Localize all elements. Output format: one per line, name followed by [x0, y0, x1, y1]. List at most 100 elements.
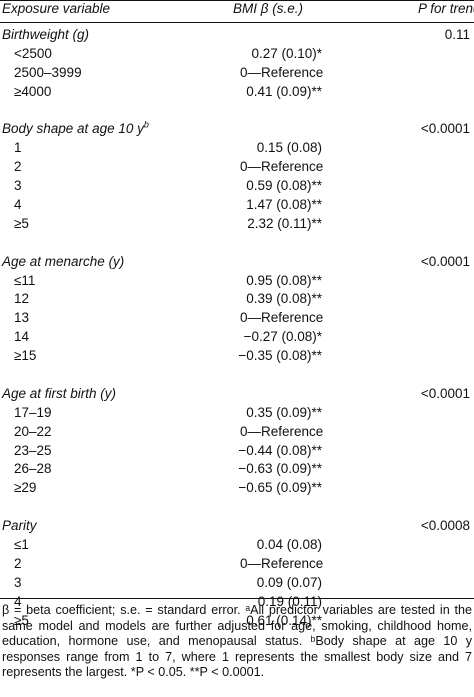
category-label: 3 [14, 178, 22, 194]
table-row: 13 0—Reference [0, 310, 474, 329]
bmi-beta-value: −0.65 (0.09)** [238, 480, 322, 496]
category-label: 26–28 [14, 461, 52, 477]
table-header: Exposure variable BMI β (s.e.) P for tre… [0, 0, 474, 22]
bmi-beta-value: 0.35 (0.09)** [246, 404, 322, 420]
section-header-row: Birthweight (g) 0.11 [0, 27, 474, 46]
section-title-superscript: b [143, 119, 149, 130]
bmi-beta-value: 0.15 (0.08) [256, 140, 322, 156]
table-footnote: β = beta coefficient; s.e. = standard er… [2, 603, 472, 680]
table-top-rule [0, 0, 474, 1]
table-row: ≤11 0.95 (0.08)** [0, 273, 474, 292]
header-exposure: Exposure variable [2, 1, 111, 16]
bmi-beta-value: 0.95 (0.08)** [246, 272, 322, 288]
table-body: Birthweight (g) 0.11 <2500 0.27 (0.10)* 2500… [0, 27, 474, 632]
table-row: 4 1.47 (0.08)** [0, 197, 474, 216]
header-trend: P for trend [418, 1, 474, 16]
category-label: 17–19 [14, 404, 52, 420]
bmi-beta-value: 0.27 (0.10)* [251, 45, 322, 61]
table-row: 26–28 −0.63 (0.09)** [0, 461, 474, 480]
p-for-trend-value: 0.11 [444, 27, 470, 42]
category-label: ≥4000 [14, 83, 52, 99]
table-bottom-rule [0, 598, 474, 599]
section-title: Parity [2, 518, 37, 533]
table-row: 2 0—Reference [0, 556, 474, 575]
table-row: 2500–3999 0—Reference [0, 65, 474, 84]
category-label: <2500 [14, 45, 52, 61]
section-title: Age at first birth (y) [2, 386, 116, 401]
bmi-beta-value: −0.63 (0.09)** [238, 461, 322, 477]
p-for-trend-value: <0.0001 [420, 121, 470, 137]
table-row: ≥15 −0.35 (0.08)** [0, 348, 474, 367]
category-label: 4 [14, 593, 22, 609]
category-label: 23–25 [14, 442, 52, 458]
table-row: ≥5 2.32 (0.11)** [0, 216, 474, 235]
header-bmi: BMI β (s.e.) [233, 1, 303, 16]
reference-value: 0—Reference [240, 310, 324, 326]
section-spacer [0, 103, 474, 122]
section-title-text: Parity [2, 518, 37, 534]
category-label: ≤1 [14, 537, 29, 553]
section-spacer [0, 235, 474, 254]
bmi-beta-value: 0.41 (0.09)** [246, 83, 322, 99]
section-title-text: Age at first birth (y) [2, 385, 117, 401]
section-title-text: Age at menarche (y) [2, 253, 125, 269]
table-row: 20–22 0—Reference [0, 424, 474, 443]
table-row: <2500 0.27 (0.10)* [0, 46, 474, 65]
category-label: ≥5 [14, 215, 29, 231]
category-label: ≥15 [14, 348, 37, 364]
bmi-beta-value: 0.61 (0.14)** [246, 612, 322, 628]
section-header-row: Parity <0.0008 [0, 518, 474, 537]
table-row: 23–25 −0.44 (0.08)** [0, 443, 474, 462]
bmi-beta-value: 0.59 (0.08)** [246, 178, 322, 194]
bmi-beta-value: −0.44 (0.08)** [238, 442, 322, 458]
bmi-beta-value: −0.35 (0.08)** [238, 348, 322, 364]
reference-value: 0—Reference [240, 64, 324, 80]
category-label: ≥5 [14, 612, 29, 628]
section-header-row: Age at first birth (y) <0.0001 [0, 386, 474, 405]
reference-value: 0—Reference [240, 159, 324, 175]
table-row: ≥29 −0.65 (0.09)** [0, 480, 474, 499]
category-label: 2 [14, 555, 22, 571]
category-label: 14 [14, 329, 30, 345]
section-title: Age at menarche (y) [2, 254, 124, 269]
bmi-beta-value: 0.04 (0.08) [256, 537, 322, 553]
table-row: 12 0.39 (0.08)** [0, 291, 474, 310]
section-title: Body shape at age 10 yb [2, 119, 149, 137]
category-label: 20–22 [14, 423, 52, 439]
bmi-beta-value: 0.19 (0.11) [257, 593, 322, 609]
category-label: ≤11 [14, 272, 36, 288]
table-row: 3 0.59 (0.08)** [0, 178, 474, 197]
reference-value: 0—Reference [240, 555, 324, 571]
p-for-trend-value: <0.0001 [420, 385, 470, 401]
bmi-beta-value: 0.09 (0.07) [256, 574, 322, 590]
section-title-text: Birthweight (g) [2, 27, 90, 42]
section-title-text: Body shape at age 10 y [2, 121, 144, 137]
bmi-beta-value: 2.32 (0.11)** [247, 215, 322, 231]
section-title: Birthweight (g) [2, 27, 89, 42]
category-label: ≥29 [14, 480, 37, 496]
section-header-row: Body shape at age 10 yb <0.0001 [0, 119, 474, 140]
section-header-row: Age at menarche (y) <0.0001 [0, 254, 474, 273]
table-row: 2 0—Reference [0, 159, 474, 178]
table-row: 1 0.15 (0.08) [0, 140, 474, 159]
table-header-rule [0, 22, 474, 23]
section-spacer [0, 499, 474, 518]
p-for-trend-value: <0.0001 [420, 253, 470, 269]
bmi-beta-value: 1.47 (0.08)** [246, 197, 322, 213]
table-row: ≥4000 0.41 (0.09)** [0, 84, 474, 103]
category-label: 12 [14, 291, 30, 307]
category-label: 3 [14, 574, 22, 590]
category-label: 13 [14, 310, 30, 326]
section-spacer [0, 367, 474, 386]
category-label: 4 [14, 197, 22, 213]
category-label: 1 [14, 140, 22, 156]
category-label: 2 [14, 159, 22, 175]
reference-value: 0—Reference [240, 423, 324, 439]
table-row: ≤1 0.04 (0.08) [0, 537, 474, 556]
p-for-trend-value: <0.0008 [420, 518, 470, 534]
table-row: 14 −0.27 (0.08)* [0, 329, 474, 348]
bmi-beta-value: −0.27 (0.08)* [243, 329, 322, 345]
table-row: 17–19 0.35 (0.09)** [0, 405, 474, 424]
table-row: ≥5 0.61 (0.14)** [0, 613, 474, 632]
category-label: 2500–3999 [14, 64, 82, 80]
